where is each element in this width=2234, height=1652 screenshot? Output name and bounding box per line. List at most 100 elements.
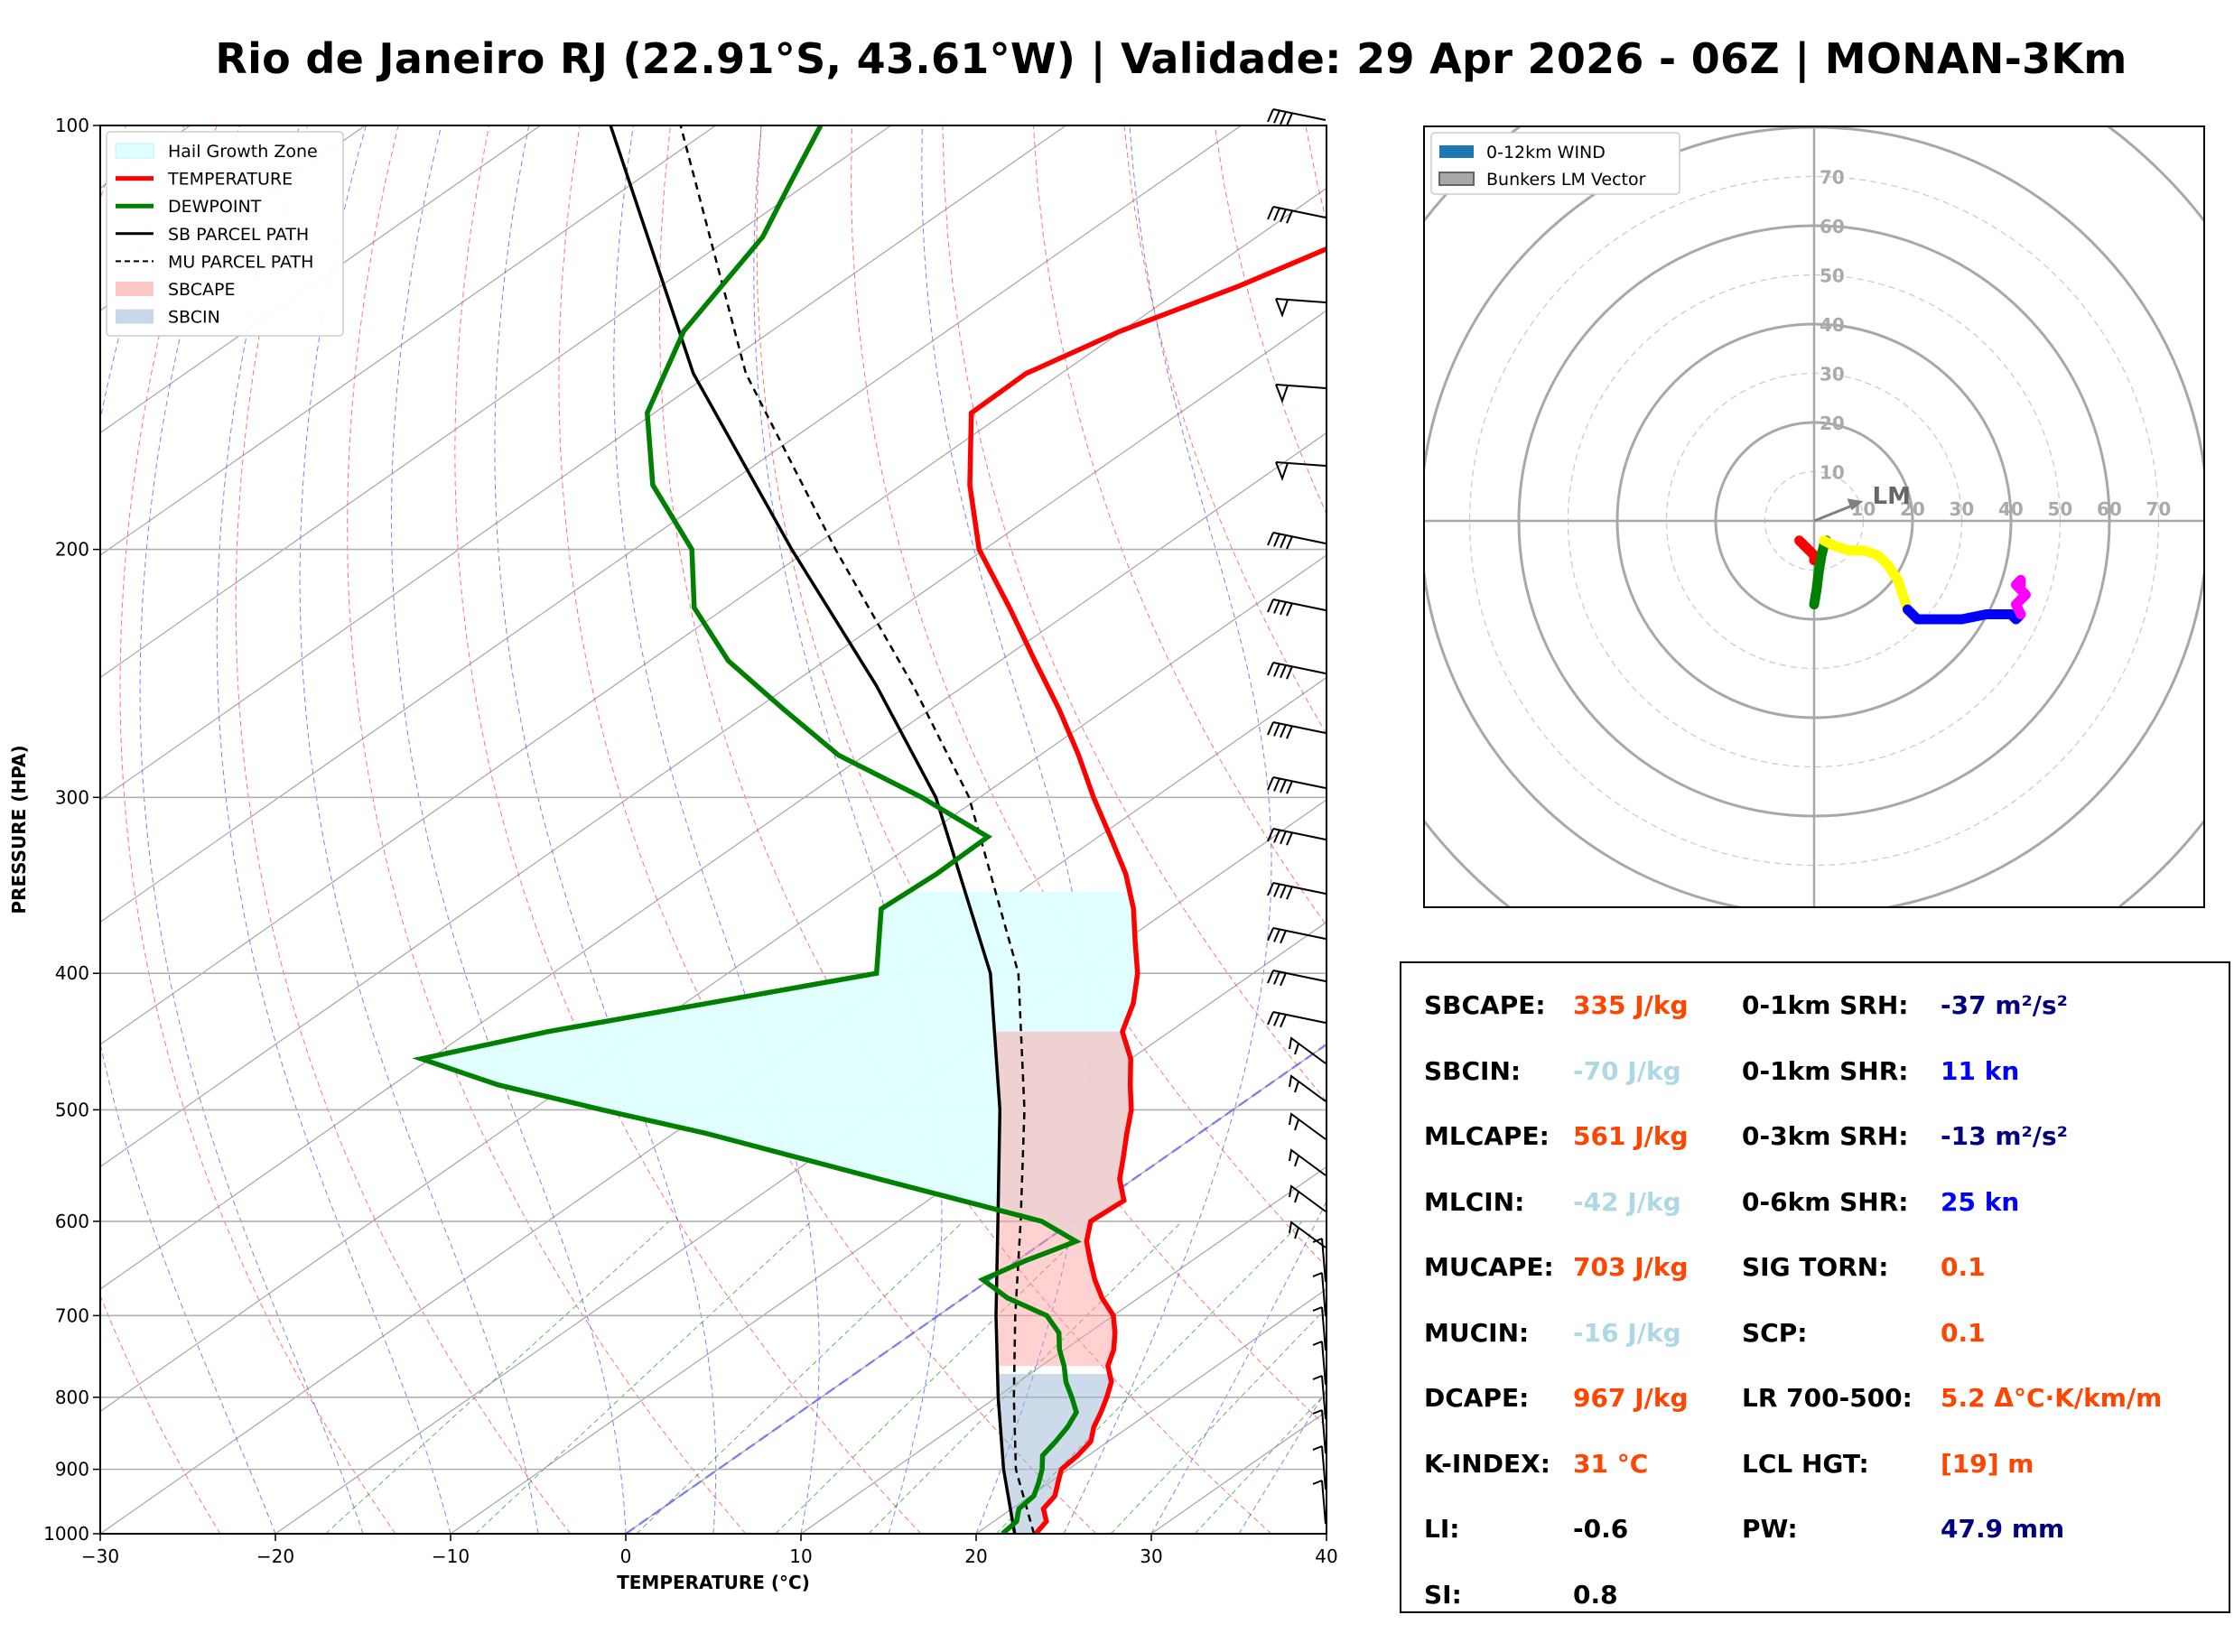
hodo-wind-trace [1903, 604, 2026, 625]
moist-adiabat [494, 125, 717, 1534]
hodo-ring-label: 30 [1950, 498, 1975, 520]
wind-barb [1267, 970, 1326, 987]
moist-adiabat [753, 125, 943, 1534]
wind-barb [1312, 1445, 1326, 1490]
stat-value: 0.1 [1941, 1317, 1986, 1348]
dry-adiabat [942, 125, 1326, 1102]
stat-value: 967 J/kg [1573, 1383, 1689, 1413]
wind-barb [1289, 1148, 1326, 1176]
wind-barb [1312, 1238, 1326, 1283]
isotherm [100, 125, 716, 556]
stat-label: SCP: [1742, 1317, 1808, 1348]
wind-barb [1312, 1341, 1326, 1386]
stat-label: 0-1km SHR: [1742, 1055, 1909, 1086]
dry-adiabat [100, 125, 221, 1534]
isotherm [450, 921, 1326, 1534]
stat-label: MLCIN: [1424, 1186, 1525, 1217]
wind-barb [1267, 532, 1326, 550]
wind-barb [1289, 1036, 1326, 1064]
legend-swatch [116, 282, 154, 296]
dewpoint-line [412, 125, 1082, 1534]
isotherm [100, 125, 1242, 923]
stat-label: LR 700-500: [1742, 1383, 1913, 1413]
dry-adiabat [1214, 125, 1326, 515]
legend-swatch [1438, 172, 1475, 186]
skew-t-plot-area [100, 125, 1382, 1534]
moist-adiabat [216, 125, 451, 1534]
legend-label: SBCIN [168, 308, 220, 328]
wind-barb [1312, 1480, 1326, 1525]
isotherm [100, 125, 541, 434]
x-tick-label: 0 [620, 1545, 632, 1567]
stat-value: -70 J/kg [1573, 1055, 1681, 1086]
y-tick-label: 1000 [43, 1523, 89, 1545]
sb-parcel-line [609, 125, 1017, 1534]
hodo-ring-label: 70 [2146, 498, 2172, 520]
hodo-ring-label: 70 [1820, 167, 1845, 189]
moist-adiabat [139, 125, 364, 1534]
legend-label: 0-12km WIND [1486, 143, 1606, 162]
mixing-ratio-line [1111, 1307, 1326, 1534]
dry-adiabat [454, 125, 922, 1534]
hodo-wind-trace [2011, 574, 2031, 619]
dry-adiabat [119, 125, 396, 1534]
wind-barb [1267, 776, 1326, 794]
stat-label: MLCAPE: [1424, 1121, 1550, 1151]
sbcape-area [994, 1031, 1131, 1367]
hodo-ring-label: 60 [2097, 498, 2122, 520]
y-tick-label: 900 [55, 1459, 89, 1480]
bunkers-lm-arrowhead [1847, 498, 1864, 511]
stat-value: 25 kn [1941, 1186, 2020, 1217]
isotherm [975, 1288, 1326, 1534]
wind-barb [1312, 1306, 1326, 1351]
x-tick-label: −10 [432, 1545, 470, 1567]
wind-barb [1267, 1011, 1326, 1028]
mixing-ratio-line [475, 1220, 812, 1534]
dry-adiabat [1305, 125, 1326, 224]
stat-value: 703 J/kg [1573, 1252, 1689, 1282]
isotherm [100, 187, 1326, 1045]
legend-label: Bunkers LM Vector [1486, 170, 1646, 190]
wind-barb [1289, 1184, 1326, 1212]
skew-t-frame [99, 125, 1327, 1535]
stat-label: SIG TORN: [1742, 1252, 1889, 1282]
legend-label: SBCAPE [168, 280, 236, 300]
wind-barb [1289, 1074, 1326, 1102]
stat-label: LCL HGT: [1742, 1448, 1869, 1479]
legend-box [1430, 132, 1680, 195]
hodograph-frame [1423, 125, 2205, 908]
stat-label: SBCAPE: [1424, 990, 1546, 1020]
x-tick-label: −20 [256, 1545, 294, 1567]
legend-swatch [1439, 145, 1474, 158]
hodo-ring-label: 20 [1900, 498, 1925, 520]
stat-value: 11 kn [1941, 1055, 2020, 1086]
y-tick-label: 300 [55, 786, 89, 808]
wind-barb [1312, 1409, 1326, 1454]
mu-parcel-line [679, 125, 1036, 1534]
legend-label: DEWPOINT [168, 197, 262, 217]
hodo-ring-label: 60 [1820, 216, 1845, 237]
wind-barb [1275, 384, 1326, 404]
wind-barb [1289, 1220, 1326, 1248]
y-tick-label: 400 [55, 962, 89, 984]
stat-label: MUCIN: [1424, 1317, 1530, 1348]
skew-t-diagram: −30 −20 −10 0 10 20 30 40 100 200 300 400 500 600 700 8… [8, 108, 1382, 1593]
hodo-ring-label: 30 [1820, 364, 1845, 385]
isotherm [275, 799, 1326, 1534]
isotherm [100, 125, 891, 679]
dry-adiabat [347, 125, 747, 1534]
dry-adiabat [235, 125, 572, 1534]
stat-value: -42 J/kg [1573, 1186, 1681, 1217]
legend-label: SB PARCEL PATH [168, 225, 309, 245]
isotherm [1326, 125, 1382, 1534]
dry-adiabat [658, 125, 1272, 1534]
x-tick-label: 40 [1315, 1545, 1337, 1567]
isotherm [1150, 1410, 1326, 1534]
moist-adiabat [1063, 125, 1272, 1534]
stat-label: PW: [1742, 1514, 1798, 1544]
y-axis-label: PRESSURE (HPA) [8, 745, 30, 914]
stat-value: -16 J/kg [1573, 1317, 1681, 1348]
isotherm [800, 1165, 1326, 1534]
stat-label: LI: [1424, 1514, 1460, 1544]
